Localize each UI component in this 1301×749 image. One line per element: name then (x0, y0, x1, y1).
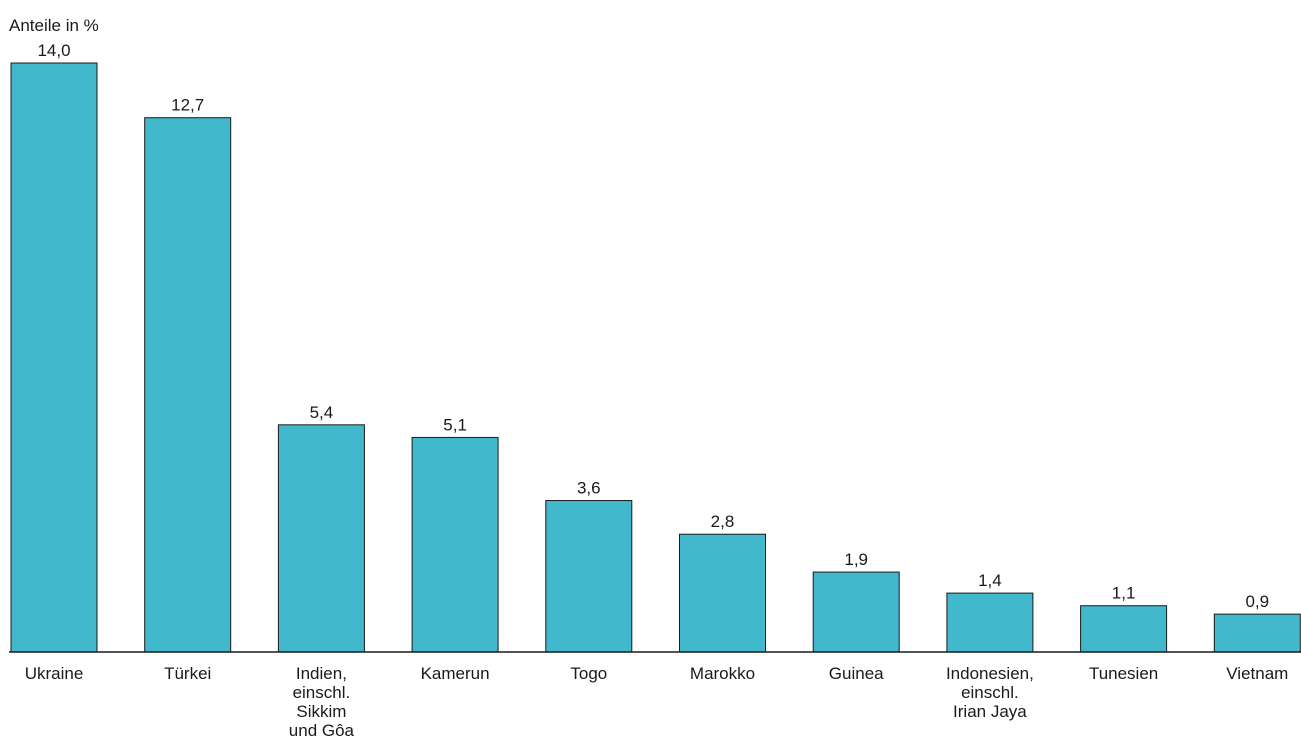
value-labels: 14,0 12,7 5,4 5,1 3,6 2,8 1,9 1,4 1,1 0,9 (37, 41, 1269, 611)
category-label: Indonesien, einschl. Irian Jaya (946, 664, 1034, 721)
category-label: Togo (570, 664, 607, 683)
bar-value-label: 14,0 (37, 41, 70, 60)
bars (10, 62, 1301, 653)
bar-value-label: 5,1 (443, 415, 467, 434)
category-label-line: Sikkim (296, 702, 346, 721)
category-label: Vietnam (1226, 664, 1288, 683)
category-label: Guinea (829, 664, 884, 683)
category-label-line: Guinea (829, 664, 884, 683)
category-label-line: Togo (570, 664, 607, 683)
category-label-line: Kamerun (421, 664, 490, 683)
category-label: Indien, einschl. Sikkim und Gôa (289, 664, 355, 740)
bar (10, 62, 98, 653)
bar (411, 436, 499, 653)
category-label: Ukraine (25, 664, 84, 683)
category-label-line: Indonesien, (946, 664, 1034, 683)
bar (1080, 605, 1168, 653)
category-label-line: und Gôa (289, 721, 355, 740)
bar-value-label: 5,4 (310, 403, 334, 422)
category-label-line: Irian Jaya (953, 702, 1027, 721)
category-labels: Ukraine Türkei Indien, einschl. Sikkim und Gô… (25, 664, 1289, 740)
bar-value-label: 1,9 (844, 550, 868, 569)
bar-value-label: 12,7 (171, 96, 204, 115)
bar-value-label: 0,9 (1245, 592, 1269, 611)
category-label: Tunesien (1089, 664, 1158, 683)
bar (277, 424, 365, 653)
category-label-line: Türkei (164, 664, 211, 683)
category-label-line: Indien, (296, 664, 347, 683)
bar (812, 571, 900, 653)
category-label: Marokko (690, 664, 755, 683)
category-label-line: Tunesien (1089, 664, 1158, 683)
category-label-line: Marokko (690, 664, 755, 683)
bar-value-label: 1,4 (978, 571, 1002, 590)
bar-value-label: 3,6 (577, 479, 601, 498)
bar (545, 500, 633, 653)
bar (144, 117, 232, 653)
bar-value-label: 2,8 (711, 512, 735, 531)
category-label-line: einschl. (961, 683, 1019, 702)
unit-label: Anteile in % (9, 16, 99, 35)
category-label: Türkei (164, 664, 211, 683)
bar (1213, 613, 1301, 653)
bar (946, 592, 1034, 653)
bar (679, 533, 766, 653)
bar-value-label: 1,1 (1112, 584, 1136, 603)
category-label-line: einschl. (293, 683, 351, 702)
category-label-line: Vietnam (1226, 664, 1288, 683)
category-label-line: Ukraine (25, 664, 84, 683)
category-label: Kamerun (421, 664, 490, 683)
